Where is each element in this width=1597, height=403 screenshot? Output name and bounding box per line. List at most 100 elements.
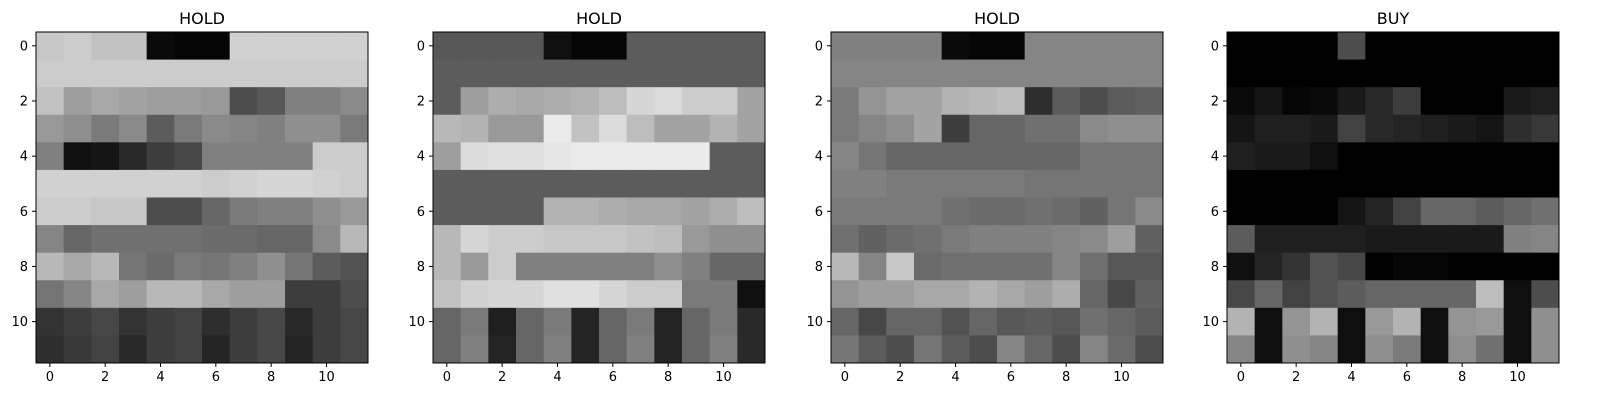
heatmap-cell bbox=[119, 142, 147, 170]
heatmap-cell bbox=[119, 87, 147, 115]
heatmap-cell bbox=[340, 280, 368, 308]
heatmap-cell bbox=[488, 198, 516, 226]
heatmap-cell bbox=[1504, 60, 1532, 88]
heatmap-cell bbox=[1531, 32, 1559, 60]
heatmap-cell bbox=[599, 308, 627, 336]
heatmap-cell bbox=[64, 253, 92, 281]
heatmap-cell bbox=[969, 142, 997, 170]
heatmap-cell bbox=[119, 198, 147, 226]
heatmap-cell bbox=[859, 142, 887, 170]
heatmap-cell bbox=[1025, 335, 1053, 363]
heatmap-cell bbox=[285, 60, 313, 88]
heatmap-cell bbox=[1531, 87, 1559, 115]
heatmap-cell bbox=[1080, 32, 1108, 60]
heatmap-cell bbox=[859, 60, 887, 88]
heatmap-cell bbox=[257, 60, 285, 88]
heatmap-cell bbox=[461, 280, 489, 308]
heatmap-cell bbox=[202, 32, 230, 60]
heatmap-cell bbox=[1227, 115, 1255, 143]
heatmap-cell bbox=[1393, 32, 1421, 60]
heatmap-cell bbox=[1255, 253, 1283, 281]
x-tick-label: 8 bbox=[1458, 370, 1466, 385]
heatmap-cell bbox=[202, 142, 230, 170]
heatmap-cell bbox=[997, 253, 1025, 281]
heatmap-cell bbox=[488, 32, 516, 60]
heatmap-cell bbox=[969, 308, 997, 336]
heatmap-cell bbox=[119, 60, 147, 88]
heatmap-cell bbox=[516, 87, 544, 115]
heatmap-cell bbox=[1531, 170, 1559, 198]
heatmap-cell bbox=[737, 60, 765, 88]
heatmap-cell bbox=[710, 335, 738, 363]
heatmap-cell bbox=[1310, 32, 1338, 60]
heatmap-cell bbox=[313, 225, 341, 253]
heatmap-cell bbox=[433, 308, 461, 336]
heatmap-cell bbox=[1421, 87, 1449, 115]
heatmap-cell bbox=[257, 335, 285, 363]
heatmap-cell bbox=[1338, 280, 1366, 308]
heatmap-cell bbox=[1365, 280, 1393, 308]
heatmap-cell bbox=[997, 170, 1025, 198]
heatmap-cell bbox=[1227, 225, 1255, 253]
y-tick-label: 8 bbox=[1211, 260, 1219, 275]
heatmap-cell bbox=[1476, 198, 1504, 226]
heatmap-cell bbox=[544, 225, 572, 253]
heatmap-cell bbox=[1052, 115, 1080, 143]
heatmap-cell bbox=[831, 198, 859, 226]
heatmap-cell bbox=[202, 170, 230, 198]
heatmap-cell bbox=[1448, 60, 1476, 88]
heatmap-cell bbox=[1310, 142, 1338, 170]
heatmap-cell bbox=[886, 308, 914, 336]
heatmap-cell bbox=[285, 308, 313, 336]
heatmap-cell bbox=[202, 198, 230, 226]
heatmap-cell bbox=[1393, 170, 1421, 198]
heatmap-cell bbox=[1080, 280, 1108, 308]
heatmap-cell bbox=[831, 308, 859, 336]
heatmap-cell bbox=[1227, 308, 1255, 336]
y-tick-label: 2 bbox=[1211, 94, 1219, 109]
heatmap-cell bbox=[1448, 280, 1476, 308]
heatmap-cell bbox=[91, 32, 119, 60]
heatmap-cell bbox=[1227, 170, 1255, 198]
heatmap-cell bbox=[1255, 32, 1283, 60]
heatmap-cell bbox=[313, 170, 341, 198]
heatmap-cell bbox=[710, 225, 738, 253]
heatmap-cell bbox=[654, 115, 682, 143]
heatmap-cell bbox=[571, 60, 599, 88]
heatmap-cell bbox=[313, 335, 341, 363]
heatmap-cell bbox=[1448, 335, 1476, 363]
x-tick-label: 10 bbox=[318, 370, 335, 385]
heatmap-cell bbox=[257, 308, 285, 336]
heatmap-cell bbox=[147, 335, 175, 363]
heatmap-cell bbox=[230, 253, 258, 281]
heatmap-cell bbox=[285, 198, 313, 226]
heatmap-cell bbox=[174, 170, 202, 198]
heatmap-cell bbox=[1108, 87, 1136, 115]
heatmap-cell bbox=[147, 280, 175, 308]
heatmap-cell bbox=[313, 115, 341, 143]
heatmap-cell bbox=[174, 142, 202, 170]
heatmap-cell bbox=[1282, 335, 1310, 363]
heatmap-cell bbox=[1025, 253, 1053, 281]
heatmap-cell bbox=[202, 225, 230, 253]
y-axis-ticks: 0 2 4 6 8 10 bbox=[806, 39, 831, 330]
heatmap-cell bbox=[119, 225, 147, 253]
heatmap-cells bbox=[831, 32, 1163, 363]
heatmap-cell bbox=[914, 308, 942, 336]
heatmap-cell bbox=[174, 280, 202, 308]
heatmap-cell bbox=[1052, 60, 1080, 88]
heatmap-cell bbox=[1052, 308, 1080, 336]
heatmap-cell bbox=[914, 32, 942, 60]
heatmap-cell bbox=[969, 60, 997, 88]
y-tick-label: 0 bbox=[1211, 39, 1219, 54]
heatmap-cell bbox=[1421, 280, 1449, 308]
heatmap-cell bbox=[886, 253, 914, 281]
heatmap-cell bbox=[119, 308, 147, 336]
heatmap-cell bbox=[886, 60, 914, 88]
heatmap-cell bbox=[942, 335, 970, 363]
heatmap-cell bbox=[1421, 308, 1449, 336]
heatmap-cell bbox=[1255, 308, 1283, 336]
heatmap-cell bbox=[942, 60, 970, 88]
heatmap-cell bbox=[64, 87, 92, 115]
heatmap-cell bbox=[1108, 253, 1136, 281]
